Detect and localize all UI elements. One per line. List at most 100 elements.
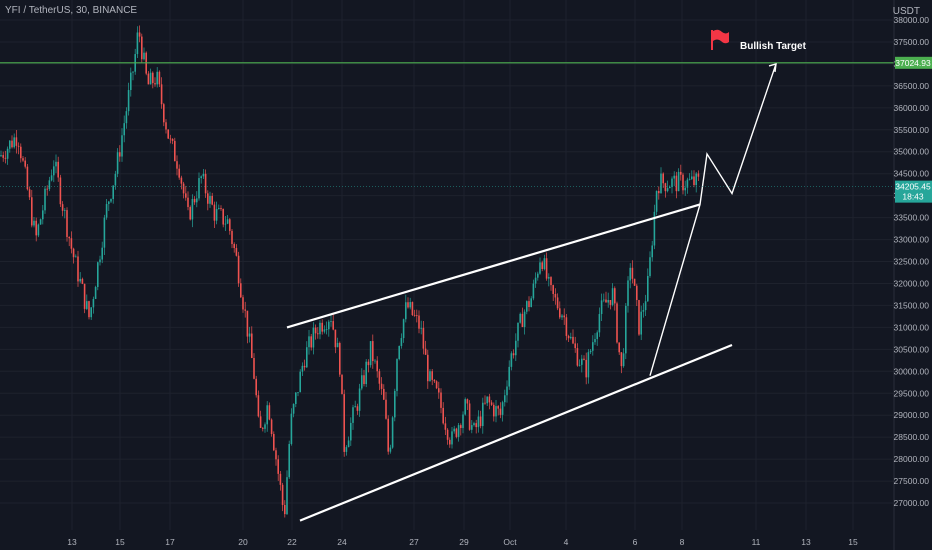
candle-body — [2, 155, 4, 158]
candle-body — [427, 354, 429, 382]
candle-body — [438, 388, 440, 393]
candle-body — [625, 305, 627, 354]
projection-arrowhead — [768, 62, 777, 72]
candle-body — [248, 333, 251, 337]
candle-body — [563, 315, 565, 318]
candle-body — [664, 183, 667, 192]
candle-body — [152, 72, 154, 84]
candle-body — [281, 484, 284, 505]
candle-body — [510, 353, 513, 367]
candle-body — [611, 288, 614, 305]
candle-body — [655, 190, 658, 212]
flag-cloth — [713, 29, 729, 44]
candle-body — [548, 277, 550, 279]
price-tick-label: 37500.00 — [894, 37, 930, 47]
candle-body — [20, 146, 22, 159]
candle-body — [246, 310, 249, 337]
candle-body — [215, 208, 218, 221]
candle-body — [6, 148, 9, 159]
candle-body — [462, 414, 464, 429]
candle-body — [607, 300, 609, 303]
candle-body — [167, 129, 169, 139]
candle-body — [200, 176, 202, 179]
candle-body — [321, 322, 323, 332]
candle-body — [636, 285, 638, 301]
candle-body — [308, 336, 310, 348]
candle-body — [284, 504, 286, 515]
time-tick-label: 24 — [337, 537, 347, 547]
candle-body — [350, 422, 352, 441]
candle-body — [431, 371, 433, 380]
candle-body — [154, 83, 156, 85]
candle-body — [24, 160, 26, 167]
candle-body — [77, 256, 79, 282]
candle-body — [477, 416, 480, 428]
candle-body — [442, 407, 444, 424]
countdown-text: 18:43 — [902, 192, 924, 202]
candle-body — [468, 403, 471, 430]
candle-body — [301, 365, 304, 372]
candle-body — [37, 224, 40, 236]
candle-body — [391, 417, 394, 448]
candle-body — [471, 425, 473, 430]
time-tick-label: 22 — [287, 537, 297, 547]
candle-body — [684, 187, 686, 191]
projection-path — [649, 63, 777, 376]
candle-body — [189, 207, 191, 220]
current-price-badge — [895, 180, 932, 203]
channel-lower-line — [299, 343, 733, 522]
price-axis[interactable] — [894, 0, 932, 550]
time-tick-label: 8 — [680, 537, 685, 547]
candle-body — [213, 204, 216, 221]
candle-body — [339, 342, 341, 375]
candle-body — [662, 173, 664, 184]
candle-body — [171, 138, 174, 141]
candle-body — [688, 178, 691, 180]
candle-body — [592, 342, 594, 351]
candle-body — [218, 208, 220, 209]
candle-body — [68, 236, 70, 239]
candle-body — [11, 140, 13, 148]
candle-body — [325, 329, 328, 331]
candle-body — [323, 329, 326, 332]
candle-body — [90, 307, 92, 318]
candle-body — [420, 327, 422, 329]
candle-body — [697, 173, 700, 177]
bullish-target-label[interactable]: Bullish Target — [740, 41, 807, 52]
candle-body — [361, 375, 363, 389]
candle-body — [39, 219, 42, 225]
candle-body — [275, 450, 277, 460]
candle-body — [418, 315, 420, 329]
price-tick-label: 27000.00 — [894, 498, 930, 508]
candle-body — [519, 313, 521, 323]
candle-body — [596, 332, 598, 340]
candle-body — [653, 211, 656, 246]
candle-body — [28, 189, 31, 198]
candle-body — [499, 408, 502, 415]
target-price-text: 37024.93 — [895, 58, 931, 68]
candle-body — [559, 308, 561, 318]
price-axis-labels: 27000.00 27500.00 28000.00 28500.00 29000.00… — [894, 15, 930, 508]
price-tick-label: 29000.00 — [894, 410, 930, 420]
candle-body — [123, 123, 125, 136]
candle-body — [198, 178, 200, 199]
candle-body — [576, 348, 579, 366]
candle-body — [523, 311, 526, 327]
candle-body — [691, 176, 693, 179]
candle-body — [266, 405, 268, 425]
drawings[interactable] — [0, 62, 894, 522]
candle-body — [490, 402, 493, 405]
candle-body — [99, 259, 101, 263]
candle-body — [486, 396, 488, 404]
candle-body — [446, 429, 449, 440]
candle-body — [363, 375, 365, 385]
candle-body — [387, 418, 389, 452]
candles — [0, 25, 700, 518]
price-tick-label: 31500.00 — [894, 300, 930, 310]
candle-body — [279, 473, 282, 485]
candle-body — [108, 201, 110, 205]
candle-body — [647, 275, 649, 302]
candle-body — [493, 404, 495, 417]
candle-body — [53, 166, 55, 176]
